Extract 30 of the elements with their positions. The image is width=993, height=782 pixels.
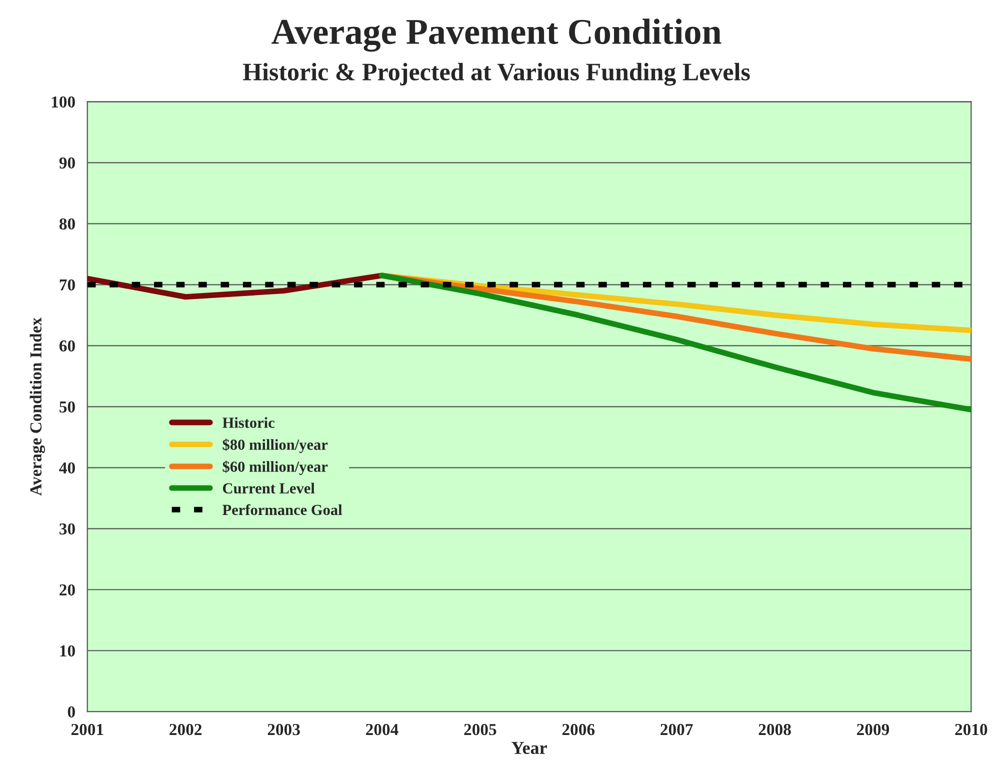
- y-tick-label: 60: [59, 340, 75, 352]
- x-tick-label: 2007: [660, 724, 693, 736]
- x-tick-label: 2003: [268, 724, 300, 736]
- x-tick-label: 2005: [464, 724, 496, 736]
- y-tick-label: 80: [59, 218, 75, 230]
- y-axis-title: Average Condition Index: [30, 318, 46, 496]
- x-axis-title: Year: [512, 742, 547, 754]
- y-tick-label: 40: [59, 462, 75, 474]
- y-tick-label: 90: [59, 157, 75, 169]
- x-tick-label: 2010: [955, 724, 988, 736]
- y-tick-label: 70: [60, 279, 75, 291]
- x-tick-label: 2001: [71, 724, 104, 736]
- legend-label: Performance Goal: [222, 504, 342, 516]
- x-tick-label: 2009: [856, 724, 890, 736]
- chart-title: Average Pavement Condition: [272, 18, 722, 52]
- y-tick-label: 20: [60, 584, 75, 596]
- x-tick-label: 2002: [170, 724, 202, 736]
- legend-label: Current Level: [223, 482, 315, 494]
- y-tick-label: 100: [52, 96, 75, 108]
- legend-label: $60 million/year: [222, 460, 328, 476]
- chart-subtitle: Historic & Projected at Various Funding Levels: [242, 62, 750, 86]
- legend-label: $80 million/year: [222, 438, 328, 454]
- x-tick-label: 2004: [366, 724, 398, 736]
- y-tick-label: 0: [68, 706, 75, 718]
- y-tick-label: 50: [60, 401, 75, 413]
- y-tick-label: 30: [60, 523, 75, 535]
- x-tick-label: 2006: [562, 724, 595, 736]
- x-tick-label: 2008: [758, 724, 791, 736]
- y-tick-label: 10: [60, 645, 75, 657]
- legend-label: Historic: [222, 417, 274, 428]
